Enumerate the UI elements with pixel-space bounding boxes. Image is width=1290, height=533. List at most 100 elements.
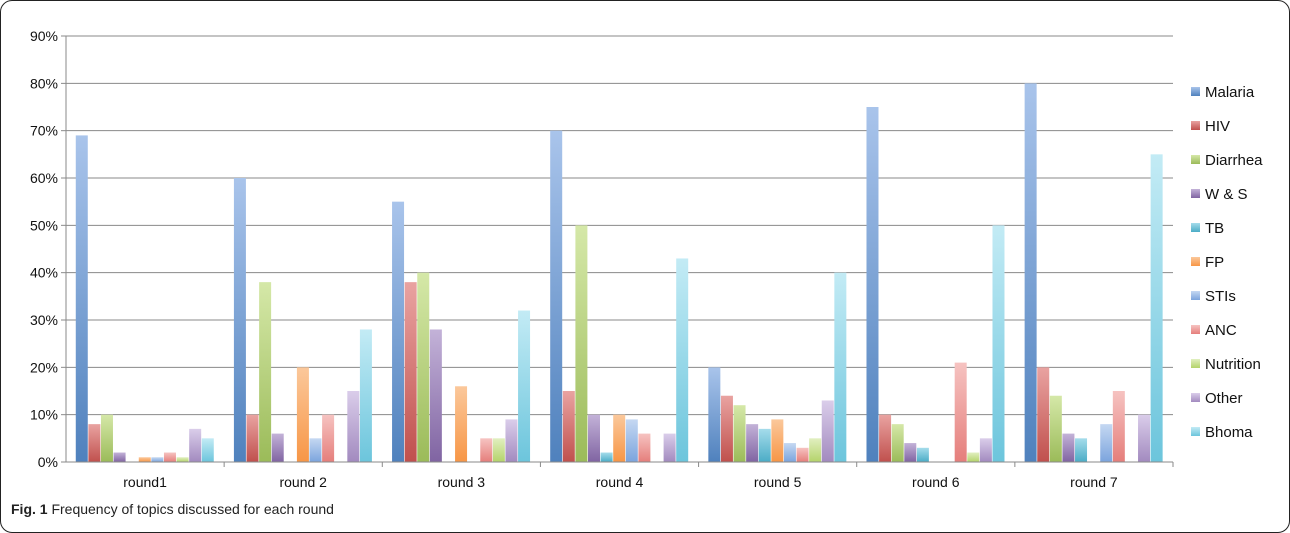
bar-fp [771,419,784,462]
bar-diarrhea [575,225,588,462]
x-axis-labels: round1 round 2 round 3 round 4 round 5 round … [123,462,1174,490]
legend-swatch [1191,155,1200,164]
bar-other [505,419,518,462]
legend-swatch [1191,325,1200,334]
legend-swatch [1191,427,1200,436]
legend-label: HIV [1205,118,1230,135]
caption-label: Fig. 1 [11,501,48,517]
legend-label: STIs [1205,288,1236,305]
bar-hiv [1037,367,1050,462]
y-tick-label: 10% [30,407,58,423]
caption-text: Frequency of topics discussed for each r… [51,501,334,517]
bar-bhoma [518,310,531,462]
bar-malaria [550,130,563,462]
bar-other [821,400,834,462]
legend-swatch [1191,359,1200,368]
bar-anc [480,438,493,462]
bar-fp [296,367,309,462]
x-category-label: round 4 [596,474,644,490]
bar-fp [613,414,626,462]
y-tick-label: 40% [30,265,58,281]
legend-swatch [1191,87,1200,96]
bar-tb [758,428,771,462]
bar-malaria [866,107,879,462]
bar-fp [138,457,151,462]
bar-w-s [429,329,442,462]
bar-tb [1075,438,1088,462]
legend-swatch [1191,223,1200,232]
bar-anc [163,452,176,462]
bar-diarrhea [733,405,746,462]
y-tick-label: 20% [30,359,58,375]
bar-w-s [904,443,917,462]
bar-bhoma [834,272,847,462]
legend-label: FP [1205,254,1224,271]
bar-malaria [392,201,405,462]
bar-diarrhea [417,272,430,462]
axes [65,36,1173,463]
bar-w-s [113,452,126,462]
x-category-label: round 5 [754,474,802,490]
x-category-label: round 3 [438,474,486,490]
bar-stis [1100,424,1113,462]
bar-w-s [746,424,759,462]
bar-bhoma [992,225,1005,462]
y-tick-label: 30% [30,312,58,328]
x-category-label: round1 [123,474,167,490]
legend-label: ANC [1205,322,1237,339]
bar-nutrition [967,452,980,462]
bar-malaria [75,135,88,462]
y-axis-ticks: 0% 10% 20% 30% 40% 50% 60% 70% 80% 90% [30,28,66,470]
legend: Malaria HIV Diarrhea W & S TB FP STIs ANC Nutrit… [1191,84,1263,441]
bar-hiv [88,424,101,462]
legend-swatch [1191,257,1200,266]
y-tick-label: 90% [30,28,58,44]
bar-w-s [588,414,600,462]
bar-other [663,433,676,462]
bar-other [979,438,992,462]
bar-anc [954,362,967,462]
y-tick-label: 80% [30,75,58,91]
x-category-label: round 2 [279,474,327,490]
bar-diarrhea [1049,395,1062,462]
legend-label: Bhoma [1205,424,1253,441]
bar-stis [151,457,164,462]
legend-label: Nutrition [1205,356,1261,373]
legend-label: Malaria [1205,84,1255,101]
legend-label: Diarrhea [1205,152,1263,169]
bar-diarrhea [100,414,113,462]
y-tick-label: 70% [30,123,58,139]
bar-diarrhea [259,282,272,462]
bar-bhoma [676,258,689,462]
y-tick-label: 60% [30,170,58,186]
bar-other [1138,414,1151,462]
bar-diarrhea [891,424,904,462]
bar-malaria [1024,83,1037,462]
bar-hiv [562,391,575,462]
bar-stis [309,438,322,462]
x-category-label: round 7 [1070,474,1118,490]
bar-fp [455,386,468,462]
bar-hiv [879,414,892,462]
bar-other [347,391,360,462]
legend-swatch [1191,189,1200,198]
legend-label: Other [1205,390,1243,407]
bar-malaria [233,178,246,462]
legend-label: W & S [1205,186,1248,203]
bar-bhoma [1150,154,1163,463]
bar-bhoma [359,329,372,462]
bar-anc [796,447,809,462]
bar-w-s [1062,433,1075,462]
bar-bhoma [201,438,214,462]
bar-hiv [720,395,733,462]
legend-swatch [1191,291,1200,300]
bar-nutrition [492,438,505,462]
bar-anc [322,414,335,462]
legend-swatch [1191,393,1200,402]
bar-anc [638,433,651,462]
y-tick-label: 0% [38,454,58,470]
legend-label: TB [1205,220,1224,237]
bar-stis [625,419,638,462]
